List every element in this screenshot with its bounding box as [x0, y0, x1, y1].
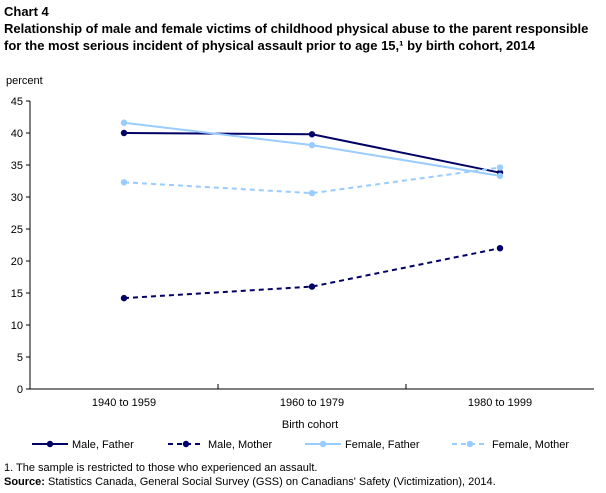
y-tick-label: 35: [11, 160, 23, 172]
y-tick-label: 10: [11, 320, 23, 332]
x-axis-label: Birth cohort: [282, 419, 338, 431]
data-point: [308, 283, 316, 290]
legend-entry: Female, Mother: [452, 439, 569, 451]
legend-label: Female, Father: [345, 439, 420, 451]
legend-entry: Male, Father: [32, 439, 134, 451]
chart-label: Chart 4: [4, 4, 49, 19]
y-axis-label: percent: [6, 75, 43, 87]
footnotes: 1. The sample is restricted to those who…: [4, 461, 604, 489]
x-tick-label: 1980 to 1999: [468, 397, 532, 409]
line-chart: percent 0 5 10 15 20 25 30 35 40 45 1940 to 1959 19…: [6, 75, 594, 451]
legend-label: Female, Mother: [492, 439, 569, 451]
x-tick-label: 1960 to 1979: [280, 397, 344, 409]
x-tick-label: 1940 to 1959: [92, 397, 156, 409]
footnote: 1. The sample is restricted to those who…: [4, 462, 318, 474]
data-point: [496, 172, 504, 180]
title-block: Chart 4 Relationship of male and female …: [4, 3, 602, 54]
series-4: [120, 164, 504, 197]
y-tick-label: 20: [11, 256, 23, 268]
legend-marker: [182, 440, 190, 448]
y-tick-label: 45: [11, 96, 23, 108]
legend-marker: [466, 440, 474, 448]
y-tick-label: 5: [17, 352, 23, 364]
legend-label: Male, Father: [72, 439, 134, 451]
series-3: [120, 119, 504, 180]
source-text: Statistics Canada, General Social Survey…: [44, 476, 496, 488]
data-point: [120, 129, 128, 137]
legend: Male, Father Male, Mother Female, Father Fe…: [32, 439, 569, 451]
y-tick-label: 0: [17, 384, 23, 396]
series-1: [120, 129, 504, 176]
data-point: [120, 119, 128, 126]
series-line: [123, 121, 501, 177]
series-layer: [120, 119, 504, 302]
y-tick-label: 30: [11, 192, 23, 204]
data-point: [308, 141, 316, 149]
series-line: [123, 166, 501, 195]
legend-entry: Male, Mother: [168, 439, 273, 451]
data-point: [308, 131, 316, 138]
data-point: [496, 245, 504, 252]
data-point: [308, 189, 316, 197]
axes: 0 5 10 15 20 25 30 35 40 45 1940 to 1959 1960 to 19…: [11, 96, 594, 409]
legend-marker: [319, 440, 327, 448]
y-tick-label: 25: [11, 224, 23, 236]
source-label: Source:: [4, 476, 45, 488]
legend-entry: Female, Father: [305, 439, 420, 451]
series-line: [123, 247, 501, 300]
data-point: [496, 164, 504, 171]
data-point: [120, 179, 128, 186]
chart-title: Relationship of male and female victims …: [4, 21, 589, 53]
legend-marker: [46, 440, 54, 448]
data-point: [120, 294, 128, 302]
source-line: Source: Statistics Canada, General Socia…: [4, 475, 604, 489]
series-2: [120, 245, 504, 302]
legend-label: Male, Mother: [208, 439, 273, 451]
y-tick-label: 40: [11, 128, 23, 140]
y-tick-label: 15: [11, 288, 23, 300]
